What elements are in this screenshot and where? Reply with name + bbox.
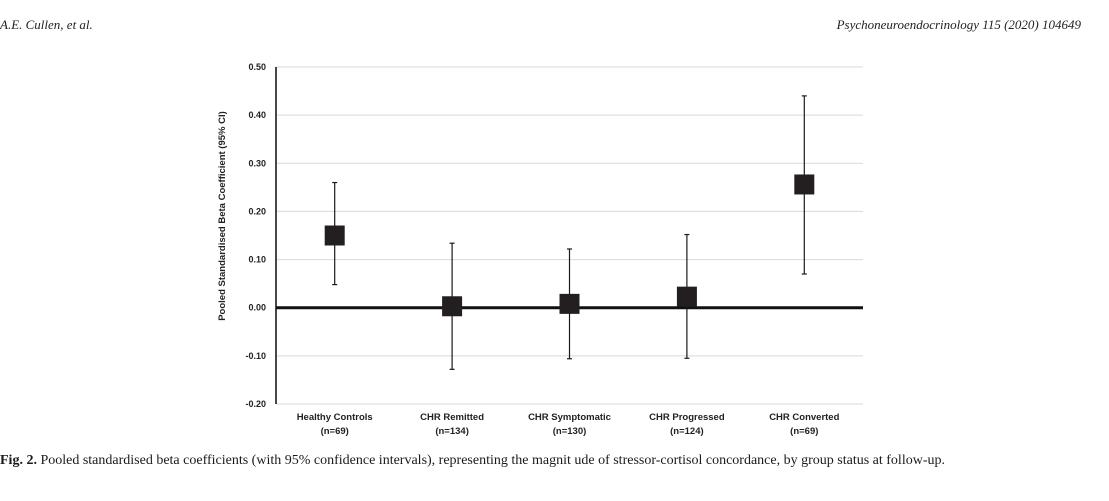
- figure-caption: Fig. 2. Pooled standardised beta coeffic…: [0, 451, 1085, 470]
- x-category-labels: Healthy Controls (n=69) CHR Remitted (n=134…: [297, 412, 840, 437]
- point-estimate-marker: [676, 286, 697, 307]
- point-estimate-marker: [324, 225, 345, 246]
- figure-caption-text: Pooled standardised beta coefficients (w…: [40, 453, 945, 468]
- series: [324, 95, 815, 370]
- x-category-n: (n=69): [790, 426, 818, 437]
- y-tick-labels: 0.50 0.40 0.30 0.20 0.10 0.00 -0.10 -0.20: [245, 62, 266, 409]
- x-category-label: CHR Symptomatic: [528, 412, 611, 423]
- point-estimate-marker: [794, 174, 815, 195]
- x-category-n: (n=124): [670, 426, 704, 437]
- y-tick-label: 0.10: [248, 255, 266, 265]
- y-tick-label: -0.20: [245, 399, 266, 409]
- y-tick-label: -0.10: [245, 351, 266, 361]
- y-tick-label: 0.20: [248, 206, 266, 216]
- y-tick-label: 0.50: [248, 62, 266, 72]
- y-axis-title: Pooled Standardised Beta Coefficient (95…: [217, 111, 228, 321]
- running-head-authors: A.E. Cullen, et al.: [0, 17, 93, 32]
- point-estimate-marker: [442, 296, 463, 317]
- y-tick-label: 0.00: [248, 303, 266, 313]
- y-tick-label: 0.30: [248, 158, 266, 168]
- figure-label: Fig. 2.: [0, 453, 37, 468]
- forest-plot: 0.50 0.40 0.30 0.20 0.10 0.00 -0.10 -0.20 Healt…: [217, 62, 863, 437]
- x-category-n: (n=134): [435, 426, 469, 437]
- x-category-label: CHR Converted: [769, 412, 839, 423]
- x-category-label: CHR Remitted: [420, 412, 484, 423]
- x-category-label: Healthy Controls: [297, 412, 373, 423]
- point-estimate-marker: [559, 293, 580, 314]
- x-category-n: (n=130): [553, 426, 587, 437]
- x-category-n: (n=69): [321, 426, 349, 437]
- x-category-label: CHR Progressed: [649, 412, 725, 423]
- running-head-journal: Psychoneuroendocrinology 115 (2020) 1046…: [836, 17, 1081, 32]
- y-tick-label: 0.40: [248, 110, 266, 120]
